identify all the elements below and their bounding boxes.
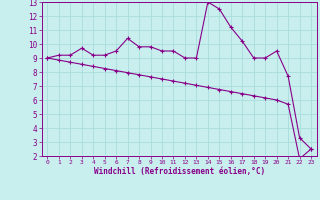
X-axis label: Windchill (Refroidissement éolien,°C): Windchill (Refroidissement éolien,°C) — [94, 167, 265, 176]
